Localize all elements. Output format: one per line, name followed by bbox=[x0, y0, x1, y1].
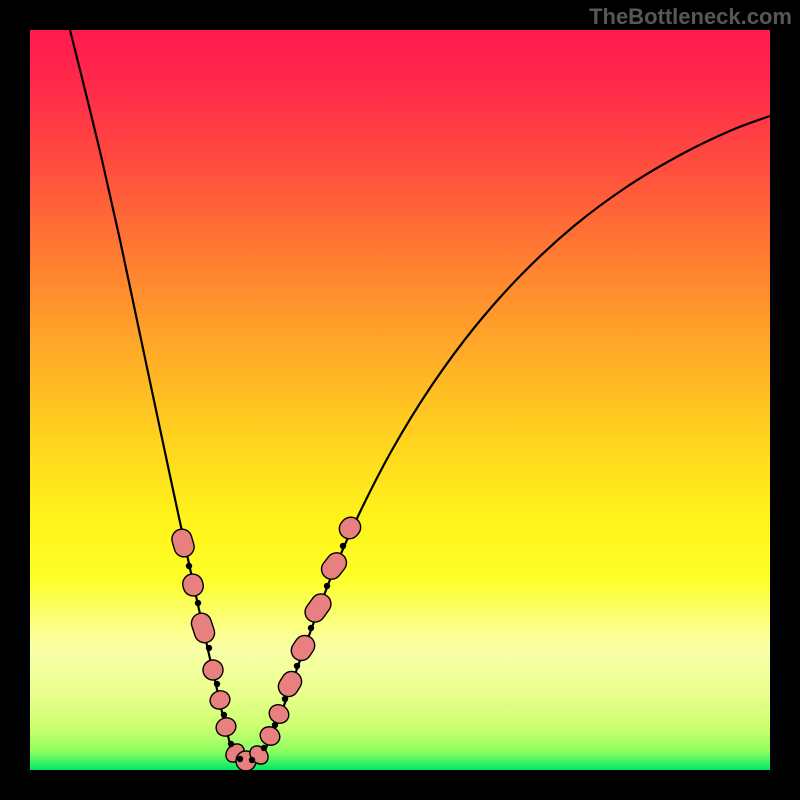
bead-dot bbox=[324, 583, 330, 589]
plot-area bbox=[30, 30, 770, 770]
bead-dot bbox=[294, 663, 300, 669]
bead-dot bbox=[195, 600, 201, 606]
bead-dot bbox=[249, 757, 255, 763]
bead-dot bbox=[221, 712, 227, 718]
bead-dot bbox=[340, 543, 346, 549]
bead-dot bbox=[237, 756, 243, 762]
bead-dot bbox=[272, 722, 278, 728]
bead-dot bbox=[214, 681, 220, 687]
chart-svg bbox=[30, 30, 770, 770]
bead-dot bbox=[206, 645, 212, 651]
watermark-text: TheBottleneck.com bbox=[589, 4, 792, 30]
bead-dot bbox=[228, 741, 234, 747]
bead-dot bbox=[308, 625, 314, 631]
bead-dot bbox=[186, 563, 192, 569]
bead-dot bbox=[261, 745, 267, 751]
chart-frame: TheBottleneck.com bbox=[0, 0, 800, 800]
bead-dot bbox=[282, 696, 288, 702]
heatmap-background bbox=[30, 30, 770, 770]
